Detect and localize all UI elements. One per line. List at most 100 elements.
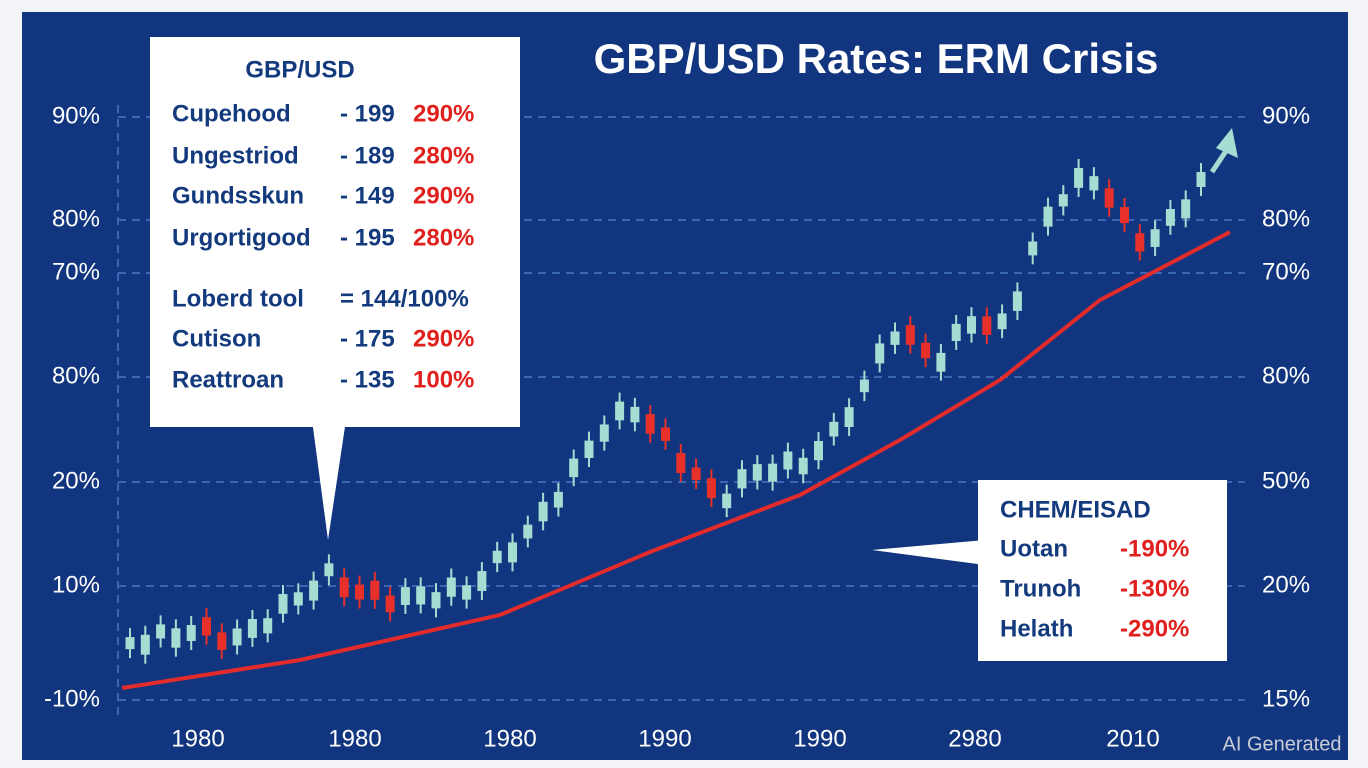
legend-change: 290%	[413, 325, 474, 352]
candle-body	[569, 458, 579, 478]
x-tick-label: 1980	[171, 725, 224, 752]
candle-body	[370, 580, 380, 600]
callout-change: -290%	[1120, 615, 1189, 642]
candle-body	[355, 584, 364, 600]
y2-tick-label: 80%	[1262, 205, 1310, 232]
candle-body	[676, 453, 686, 473]
legend-label: Gundsskun	[172, 182, 304, 209]
candle-body	[615, 401, 625, 421]
y-tick-label: 20%	[52, 467, 100, 494]
callout-change: -130%	[1120, 575, 1189, 602]
candle-body	[278, 594, 288, 614]
candle-body	[523, 524, 533, 539]
candle-body	[416, 586, 426, 605]
callout-label: Trunoh	[1000, 575, 1081, 602]
candle-body	[263, 618, 273, 634]
candle-body	[722, 493, 732, 509]
legend-value: - 189	[340, 142, 395, 169]
candle-body	[844, 407, 854, 428]
candle-body	[324, 563, 334, 577]
x-tick-label: 2980	[948, 725, 1001, 752]
candle-body	[431, 592, 441, 609]
candle-body	[1150, 229, 1160, 247]
legend-title: GBP/USD	[245, 56, 354, 83]
candle-body	[752, 464, 762, 481]
candle-body	[1043, 206, 1053, 227]
labels: 90% 90% 80% 80% 70% 70% 80% 80% 20% 50% 10% 20% -10%…	[44, 102, 1310, 752]
candle-body	[1135, 233, 1145, 252]
candle-body	[859, 379, 869, 393]
candle-body	[140, 634, 150, 655]
candle-body	[599, 424, 609, 442]
candle-body	[477, 571, 487, 591]
candle-body	[538, 501, 548, 522]
watermark: AI Generated	[1223, 733, 1342, 755]
candle-body	[446, 577, 456, 597]
y-tick-label: 10%	[52, 571, 100, 598]
candle-body	[508, 542, 517, 563]
legend-value: - 149	[340, 182, 395, 209]
candle-body	[814, 441, 823, 461]
trend-arrow-head	[1216, 128, 1238, 158]
candle-body	[783, 451, 793, 470]
candle-body	[125, 637, 135, 650]
candle-body	[1165, 209, 1175, 226]
candle-body	[1028, 241, 1038, 256]
candle-body	[661, 427, 670, 441]
candle-body	[997, 313, 1007, 330]
legend-value: = 144/100%	[340, 285, 469, 312]
y-tick-label: 70%	[52, 258, 100, 285]
candle-body	[890, 331, 900, 345]
legend-value: - 135	[340, 366, 395, 393]
legend-change: 290%	[413, 100, 474, 127]
callout-change: -190%	[1120, 535, 1189, 562]
candle-body	[492, 550, 502, 564]
chart-title: GBP/USD Rates: ERM Crisis	[594, 35, 1159, 82]
candle-body	[232, 628, 242, 646]
callout-label: Uotan	[1000, 535, 1068, 562]
candle-body	[691, 467, 701, 481]
candle-body	[630, 406, 640, 423]
candle-body	[1181, 199, 1191, 219]
candle-body	[951, 323, 961, 341]
candle-body	[293, 592, 303, 606]
candle-body	[1012, 291, 1022, 311]
candle-body	[798, 457, 808, 475]
legend-box: GBP/USD	[150, 37, 520, 540]
candle-body	[737, 469, 747, 489]
x-tick-label: 1990	[793, 725, 846, 752]
x-tick-label: 2010	[1106, 725, 1159, 752]
candle-body	[967, 316, 976, 334]
y2-tick-label: 90%	[1262, 102, 1310, 129]
legend-label: Reattroan	[172, 366, 284, 393]
y-tick-label: 80%	[52, 205, 100, 232]
candle-body	[1074, 167, 1084, 188]
legend-change: 100%	[413, 366, 474, 393]
candle-body	[982, 316, 992, 335]
y2-tick-label: 80%	[1262, 362, 1310, 389]
y-tick-label: -10%	[44, 685, 100, 712]
legend-value: - 195	[340, 224, 395, 251]
callout-title: CHEM/EISAD	[1000, 496, 1151, 523]
callout-label: Helath	[1000, 615, 1073, 642]
x-tick-label: 1980	[328, 725, 381, 752]
candle-body	[936, 352, 946, 372]
candle-body	[339, 577, 349, 598]
candle-body	[385, 595, 395, 613]
candle-body	[462, 585, 472, 600]
candle-body	[1120, 206, 1129, 224]
x-tick-label: 1990	[638, 725, 691, 752]
x-tick-label: 1980	[483, 725, 536, 752]
candle-body	[1104, 188, 1114, 208]
candle-body	[186, 625, 196, 641]
legend-label: Ungestriod	[172, 142, 299, 169]
legend-label: Loberd tool	[172, 285, 304, 312]
candle-body	[829, 421, 839, 437]
callout-pointer	[872, 540, 985, 565]
legend-value: - 175	[340, 325, 395, 352]
y2-tick-label: 15%	[1262, 685, 1310, 712]
legend-pointer	[312, 420, 346, 540]
callout-panel	[978, 480, 1227, 661]
y2-tick-label: 20%	[1262, 571, 1310, 598]
